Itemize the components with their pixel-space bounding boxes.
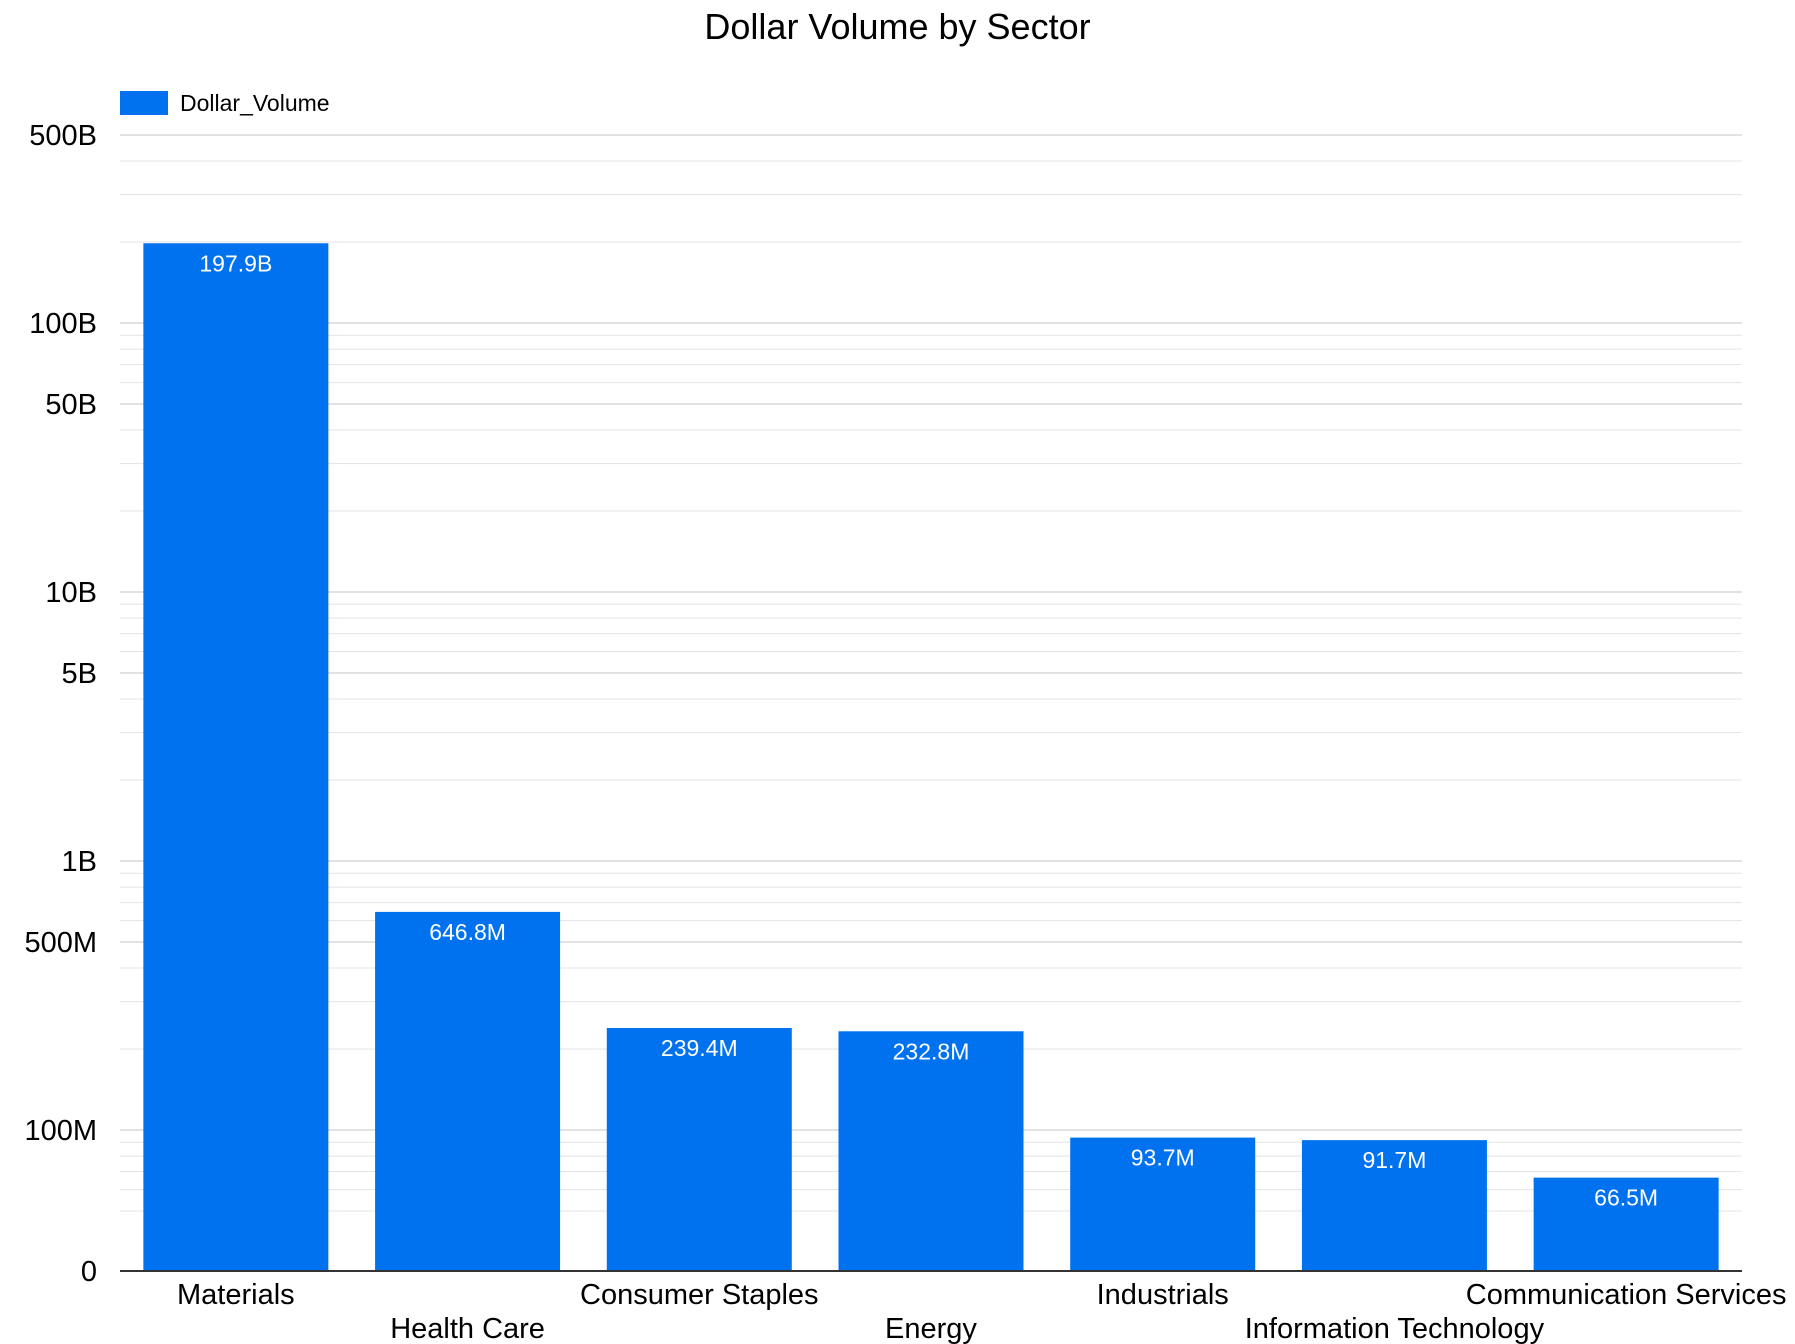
bar [1070,1137,1256,1271]
y-tick-label: 5B [62,658,97,690]
data-label: 232.8M [893,1038,970,1064]
data-label: 646.8M [429,919,506,945]
y-tick-label: 50B [45,389,97,421]
bar [838,1031,1024,1271]
x-tick-label: Consumer Staples [580,1279,819,1311]
data-label: 91.7M [1362,1147,1426,1173]
x-tick-label: Communication Services [1466,1279,1787,1311]
data-label: 93.7M [1131,1145,1195,1171]
x-tick-label: Information Technology [1245,1313,1545,1344]
legend[interactable]: Dollar_Volume [120,90,330,116]
y-tick-label: 0 [81,1256,97,1288]
y-tick-label: 500B [29,120,97,152]
x-tick-label: Energy [885,1313,977,1344]
data-label: 197.9B [199,250,272,276]
y-tick-label: 100B [29,308,97,340]
legend-label: Dollar_Volume [180,89,330,116]
data-label: 239.4M [661,1035,738,1061]
x-tick-label: Industrials [1097,1279,1229,1311]
y-tick-label: 10B [45,577,97,609]
y-tick-label: 500M [24,927,97,959]
data-label: 66.5M [1594,1185,1658,1211]
bar [1533,1177,1719,1271]
y-tick-label: 1B [62,846,97,878]
bar [375,911,561,1271]
bar [606,1028,792,1271]
x-tick-label: Health Care [390,1313,545,1344]
x-tick-label: Materials [177,1279,295,1311]
legend-swatch [120,91,168,115]
y-tick-label: 100M [24,1115,97,1147]
bar [143,243,329,1271]
chart-title: Dollar Volume by Sector [704,6,1091,47]
bar [1301,1140,1487,1271]
